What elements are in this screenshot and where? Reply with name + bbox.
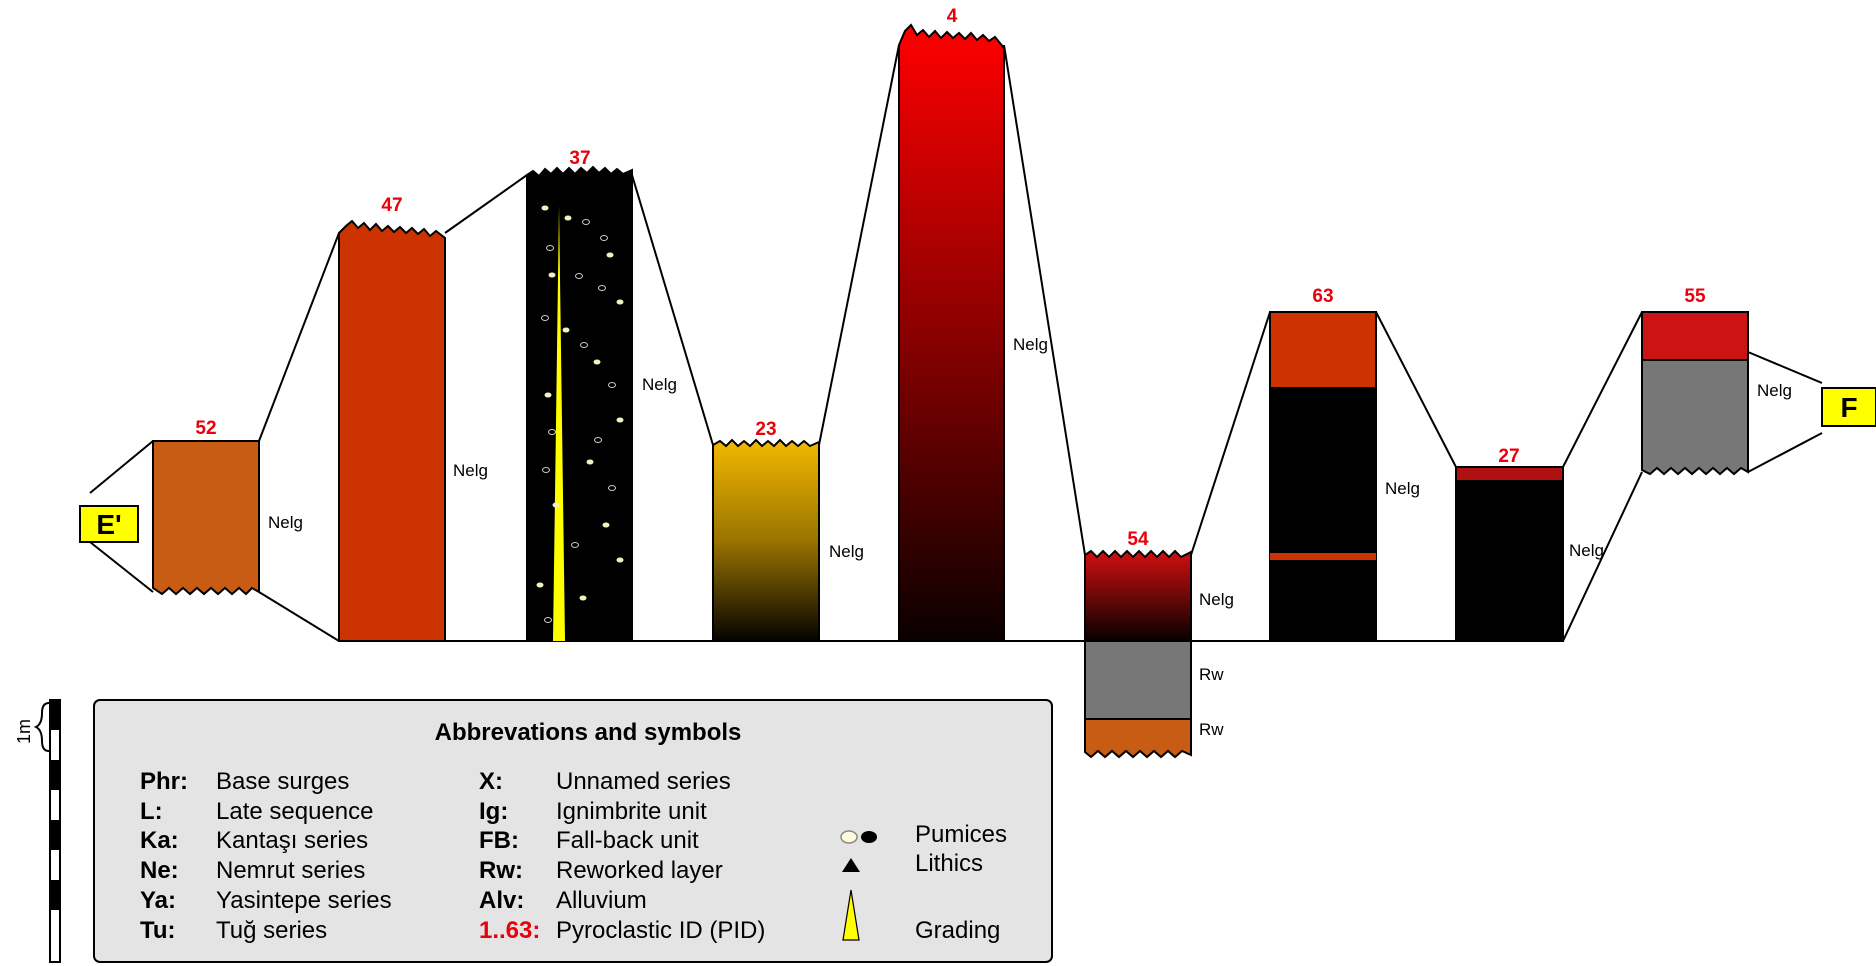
column-id: 37 bbox=[569, 148, 590, 169]
svg-text:FB:: FB: bbox=[479, 827, 519, 854]
svg-text:Kantaşı series: Kantaşı series bbox=[216, 827, 368, 854]
column-4 bbox=[898, 23, 1005, 642]
unit-label: Rw bbox=[1199, 665, 1224, 684]
unit-label: Nelg bbox=[829, 542, 864, 561]
svg-text:X:: X: bbox=[479, 768, 503, 795]
legend-title: Abbrevations and symbols bbox=[435, 719, 742, 746]
svg-text:Yasintepe series: Yasintepe series bbox=[216, 887, 392, 914]
unit-label: Nelg bbox=[1569, 541, 1604, 560]
section-end-left: E' bbox=[79, 505, 139, 543]
unit-label: Nelg bbox=[1199, 590, 1234, 609]
svg-text:Pyroclastic ID (PID): Pyroclastic ID (PID) bbox=[556, 917, 765, 944]
column-id: 63 bbox=[1312, 286, 1333, 307]
column-ids: 52 47 37 23 4 54 63 27 55 bbox=[195, 6, 1706, 550]
column-37 bbox=[526, 165, 633, 642]
unit-label: Nelg bbox=[268, 513, 303, 532]
svg-text:Alv:: Alv: bbox=[479, 887, 524, 914]
column-63 bbox=[1269, 311, 1377, 642]
legend-left-column: Phr: Base surges L: Late sequence Ka: Ka… bbox=[140, 768, 392, 944]
scale-bar: 1m bbox=[14, 699, 61, 963]
svg-text:Unnamed series: Unnamed series bbox=[556, 768, 731, 795]
column-id: 23 bbox=[755, 419, 776, 440]
grading-wedge-icon bbox=[553, 205, 565, 641]
svg-text:Fall-back unit: Fall-back unit bbox=[556, 827, 699, 854]
svg-text:Rw:: Rw: bbox=[479, 857, 523, 884]
svg-text:E': E' bbox=[96, 509, 121, 540]
column-23 bbox=[712, 438, 820, 642]
column-id: 52 bbox=[195, 418, 216, 439]
column-47 bbox=[338, 219, 446, 642]
svg-text:L:: L: bbox=[140, 798, 163, 825]
column-id: 55 bbox=[1684, 286, 1706, 307]
pumice-icons bbox=[536, 205, 624, 601]
column-id: 54 bbox=[1127, 529, 1149, 550]
section-end-right: F bbox=[1821, 387, 1876, 427]
svg-text:Tuğ series: Tuğ series bbox=[216, 917, 327, 944]
legend-symbols: Pumices Lithics Grading bbox=[840, 821, 1007, 944]
svg-text:Pumices: Pumices bbox=[915, 821, 1007, 848]
svg-text:1..63:: 1..63: bbox=[479, 917, 540, 944]
pumice-light-icon bbox=[840, 830, 858, 844]
unit-label: Nelg bbox=[1385, 479, 1420, 498]
unit-labels: Nelg Nelg Nelg Nelg Nelg Nelg Rw Rw Nelg… bbox=[268, 335, 1792, 739]
svg-text:Phr:: Phr: bbox=[140, 768, 188, 795]
scale-label: 1m bbox=[14, 719, 34, 744]
svg-text:F: F bbox=[1840, 392, 1857, 423]
svg-text:Base surges: Base surges bbox=[216, 768, 349, 795]
unit-label: Nelg bbox=[1757, 381, 1792, 400]
svg-text:Ka:: Ka: bbox=[140, 827, 179, 854]
column-55 bbox=[1641, 311, 1749, 476]
svg-text:Alluvium: Alluvium bbox=[556, 887, 647, 914]
column-54 bbox=[1084, 549, 1192, 759]
grading-wedge-icon bbox=[842, 889, 860, 941]
svg-text:Grading: Grading bbox=[915, 917, 1000, 944]
legend: Abbrevations and symbols Phr: Base surge… bbox=[93, 699, 1053, 963]
column-id: 27 bbox=[1498, 446, 1519, 467]
svg-text:Late sequence: Late sequence bbox=[216, 798, 373, 825]
svg-text:Nemrut series: Nemrut series bbox=[216, 857, 365, 884]
svg-text:Tu:: Tu: bbox=[140, 917, 176, 944]
legend-middle-column: X: Unnamed series Ig: Ignimbrite unit FB… bbox=[479, 768, 765, 944]
svg-text:Reworked layer: Reworked layer bbox=[556, 857, 723, 884]
column-id: 47 bbox=[381, 195, 402, 216]
unit-label: Nelg bbox=[1013, 335, 1048, 354]
lithic-triangle-icon bbox=[842, 858, 860, 872]
svg-text:Lithics: Lithics bbox=[915, 850, 983, 877]
pumice-dark-icon bbox=[861, 831, 877, 843]
svg-text:Ig:: Ig: bbox=[479, 798, 508, 825]
column-52 bbox=[152, 440, 260, 596]
unit-label: Nelg bbox=[642, 375, 677, 394]
unit-label: Nelg bbox=[453, 461, 488, 480]
svg-text:Ya:: Ya: bbox=[140, 887, 176, 914]
svg-text:Ne:: Ne: bbox=[140, 857, 179, 884]
column-id: 4 bbox=[947, 6, 958, 27]
unit-label: Rw bbox=[1199, 720, 1224, 739]
column-27 bbox=[1455, 466, 1564, 642]
svg-text:Ignimbrite unit: Ignimbrite unit bbox=[556, 798, 707, 825]
